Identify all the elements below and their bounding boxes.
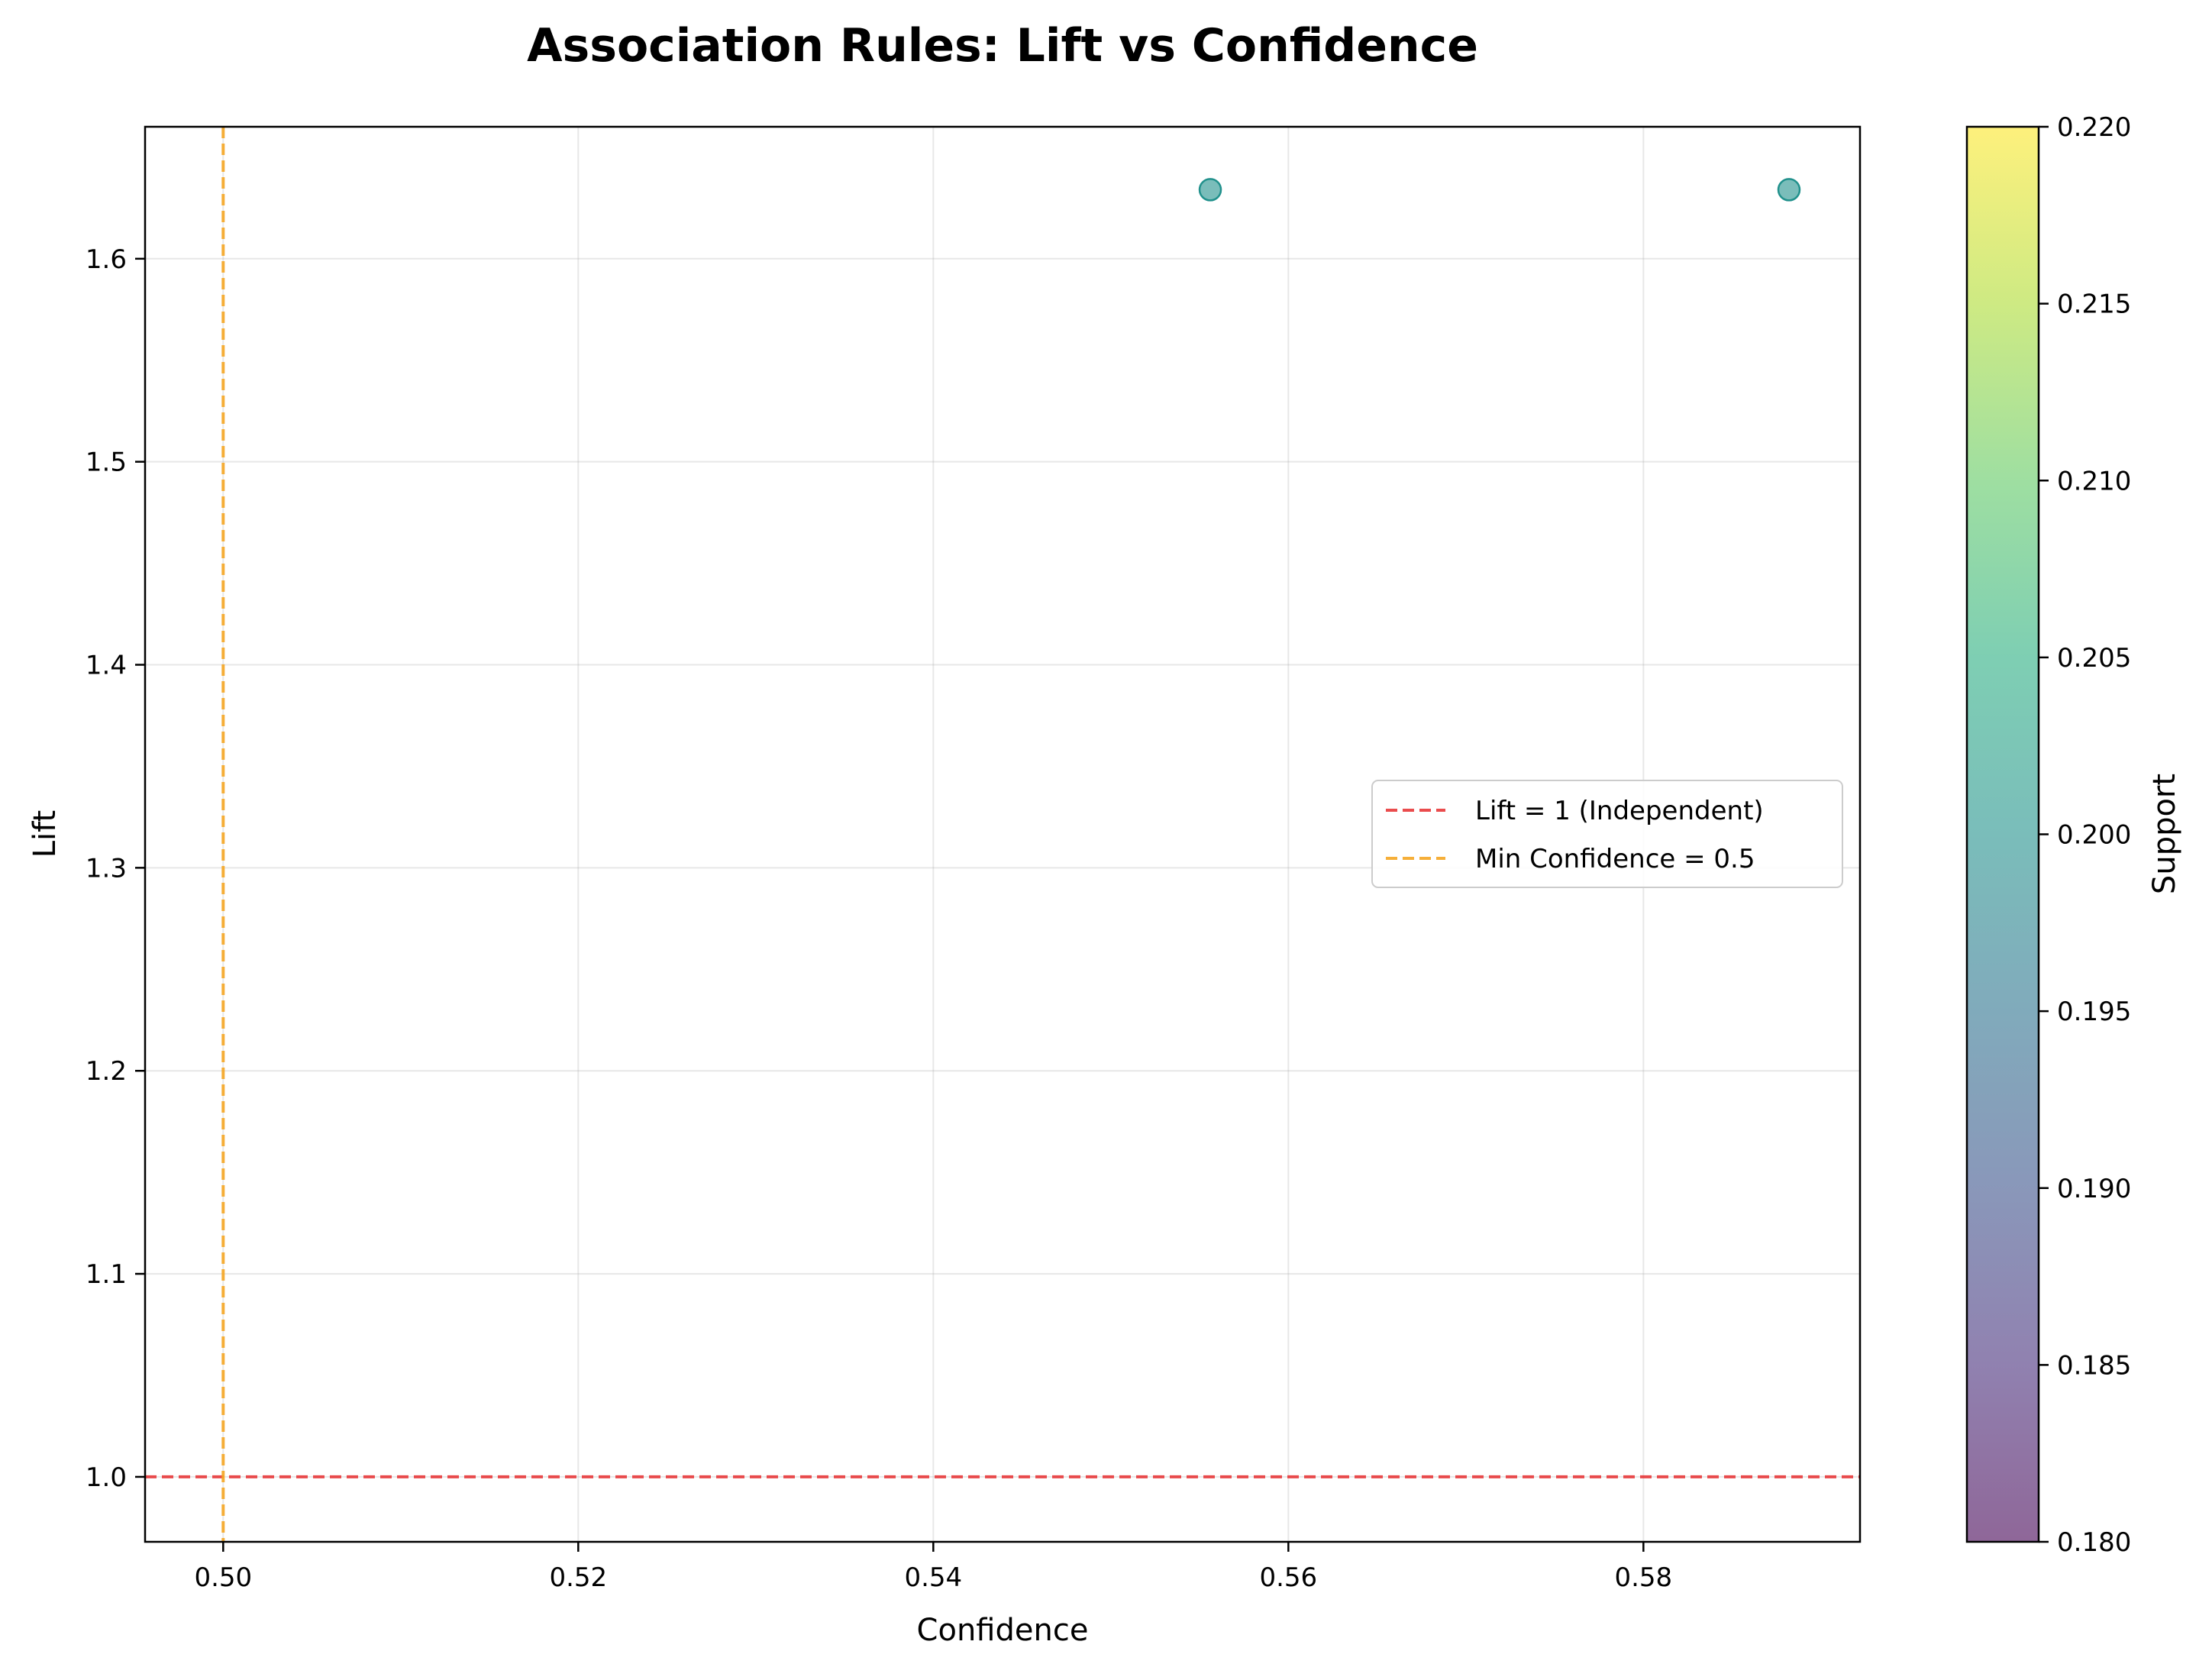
legend-label-lift-line: Lift = 1 (Independent) [1475, 796, 1764, 826]
x-axis-ticks: 0.50 0.52 0.54 0.56 0.58 [194, 1542, 1672, 1593]
colorbar-tick-label: 0.180 [2057, 1527, 2131, 1558]
chart-title: Association Rules: Lift vs Confidence [527, 19, 1478, 73]
colorbar-gradient [1967, 127, 2039, 1542]
plot-area-frame [144, 125, 1862, 1543]
colorbar-label: Support [2147, 774, 2182, 894]
y-tick-label: 1.2 [86, 1056, 127, 1087]
colorbar-tick-label: 0.185 [2057, 1350, 2131, 1381]
y-tick-label: 1.4 [86, 651, 127, 681]
x-axis-label: Confidence [917, 1613, 1089, 1648]
colorbar-tick-label: 0.200 [2057, 820, 2131, 851]
colorbar: 0.180 0.185 0.190 0.195 0.200 0.205 0.210 0.215… [1965, 112, 2182, 1558]
reference-lines [145, 127, 1860, 1542]
y-axis-label: Lift [27, 810, 63, 858]
x-tick-label: 0.58 [1614, 1562, 1672, 1593]
x-tick-label: 0.56 [1259, 1562, 1317, 1593]
y-tick-label: 1.1 [86, 1259, 127, 1290]
colorbar-tick-label: 0.215 [2057, 289, 2131, 320]
legend-box [1371, 780, 1843, 888]
scatter-point [1198, 178, 1222, 202]
legend-label-min-confidence-line: Min Confidence = 0.5 [1475, 844, 1755, 874]
colorbar-tick-label: 0.190 [2057, 1174, 2131, 1204]
y-axis-ticks: 1.0 1.1 1.2 1.3 1.4 1.5 1.6 [86, 244, 145, 1493]
y-tick-label: 1.6 [86, 244, 127, 275]
colorbar-tick-label: 0.220 [2057, 112, 2131, 143]
x-tick-label: 0.52 [549, 1562, 607, 1593]
y-tick-label: 1.3 [86, 853, 127, 884]
legend: Lift = 1 (Independent) Min Confidence = … [1371, 780, 1843, 888]
y-tick-label: 1.5 [86, 448, 127, 478]
colorbar-ticks: 0.180 0.185 0.190 0.195 0.200 0.205 0.210 0.215… [2039, 112, 2131, 1558]
colorbar-tick-label: 0.205 [2057, 643, 2131, 674]
colorbar-tick-label: 0.210 [2057, 466, 2131, 496]
x-tick-label: 0.50 [194, 1562, 252, 1593]
scatter-point [1777, 178, 1801, 202]
scatter-points [1198, 178, 1801, 202]
colorbar-tick-label: 0.195 [2057, 997, 2131, 1027]
y-tick-label: 1.0 [86, 1462, 127, 1493]
x-tick-label: 0.54 [904, 1562, 962, 1593]
